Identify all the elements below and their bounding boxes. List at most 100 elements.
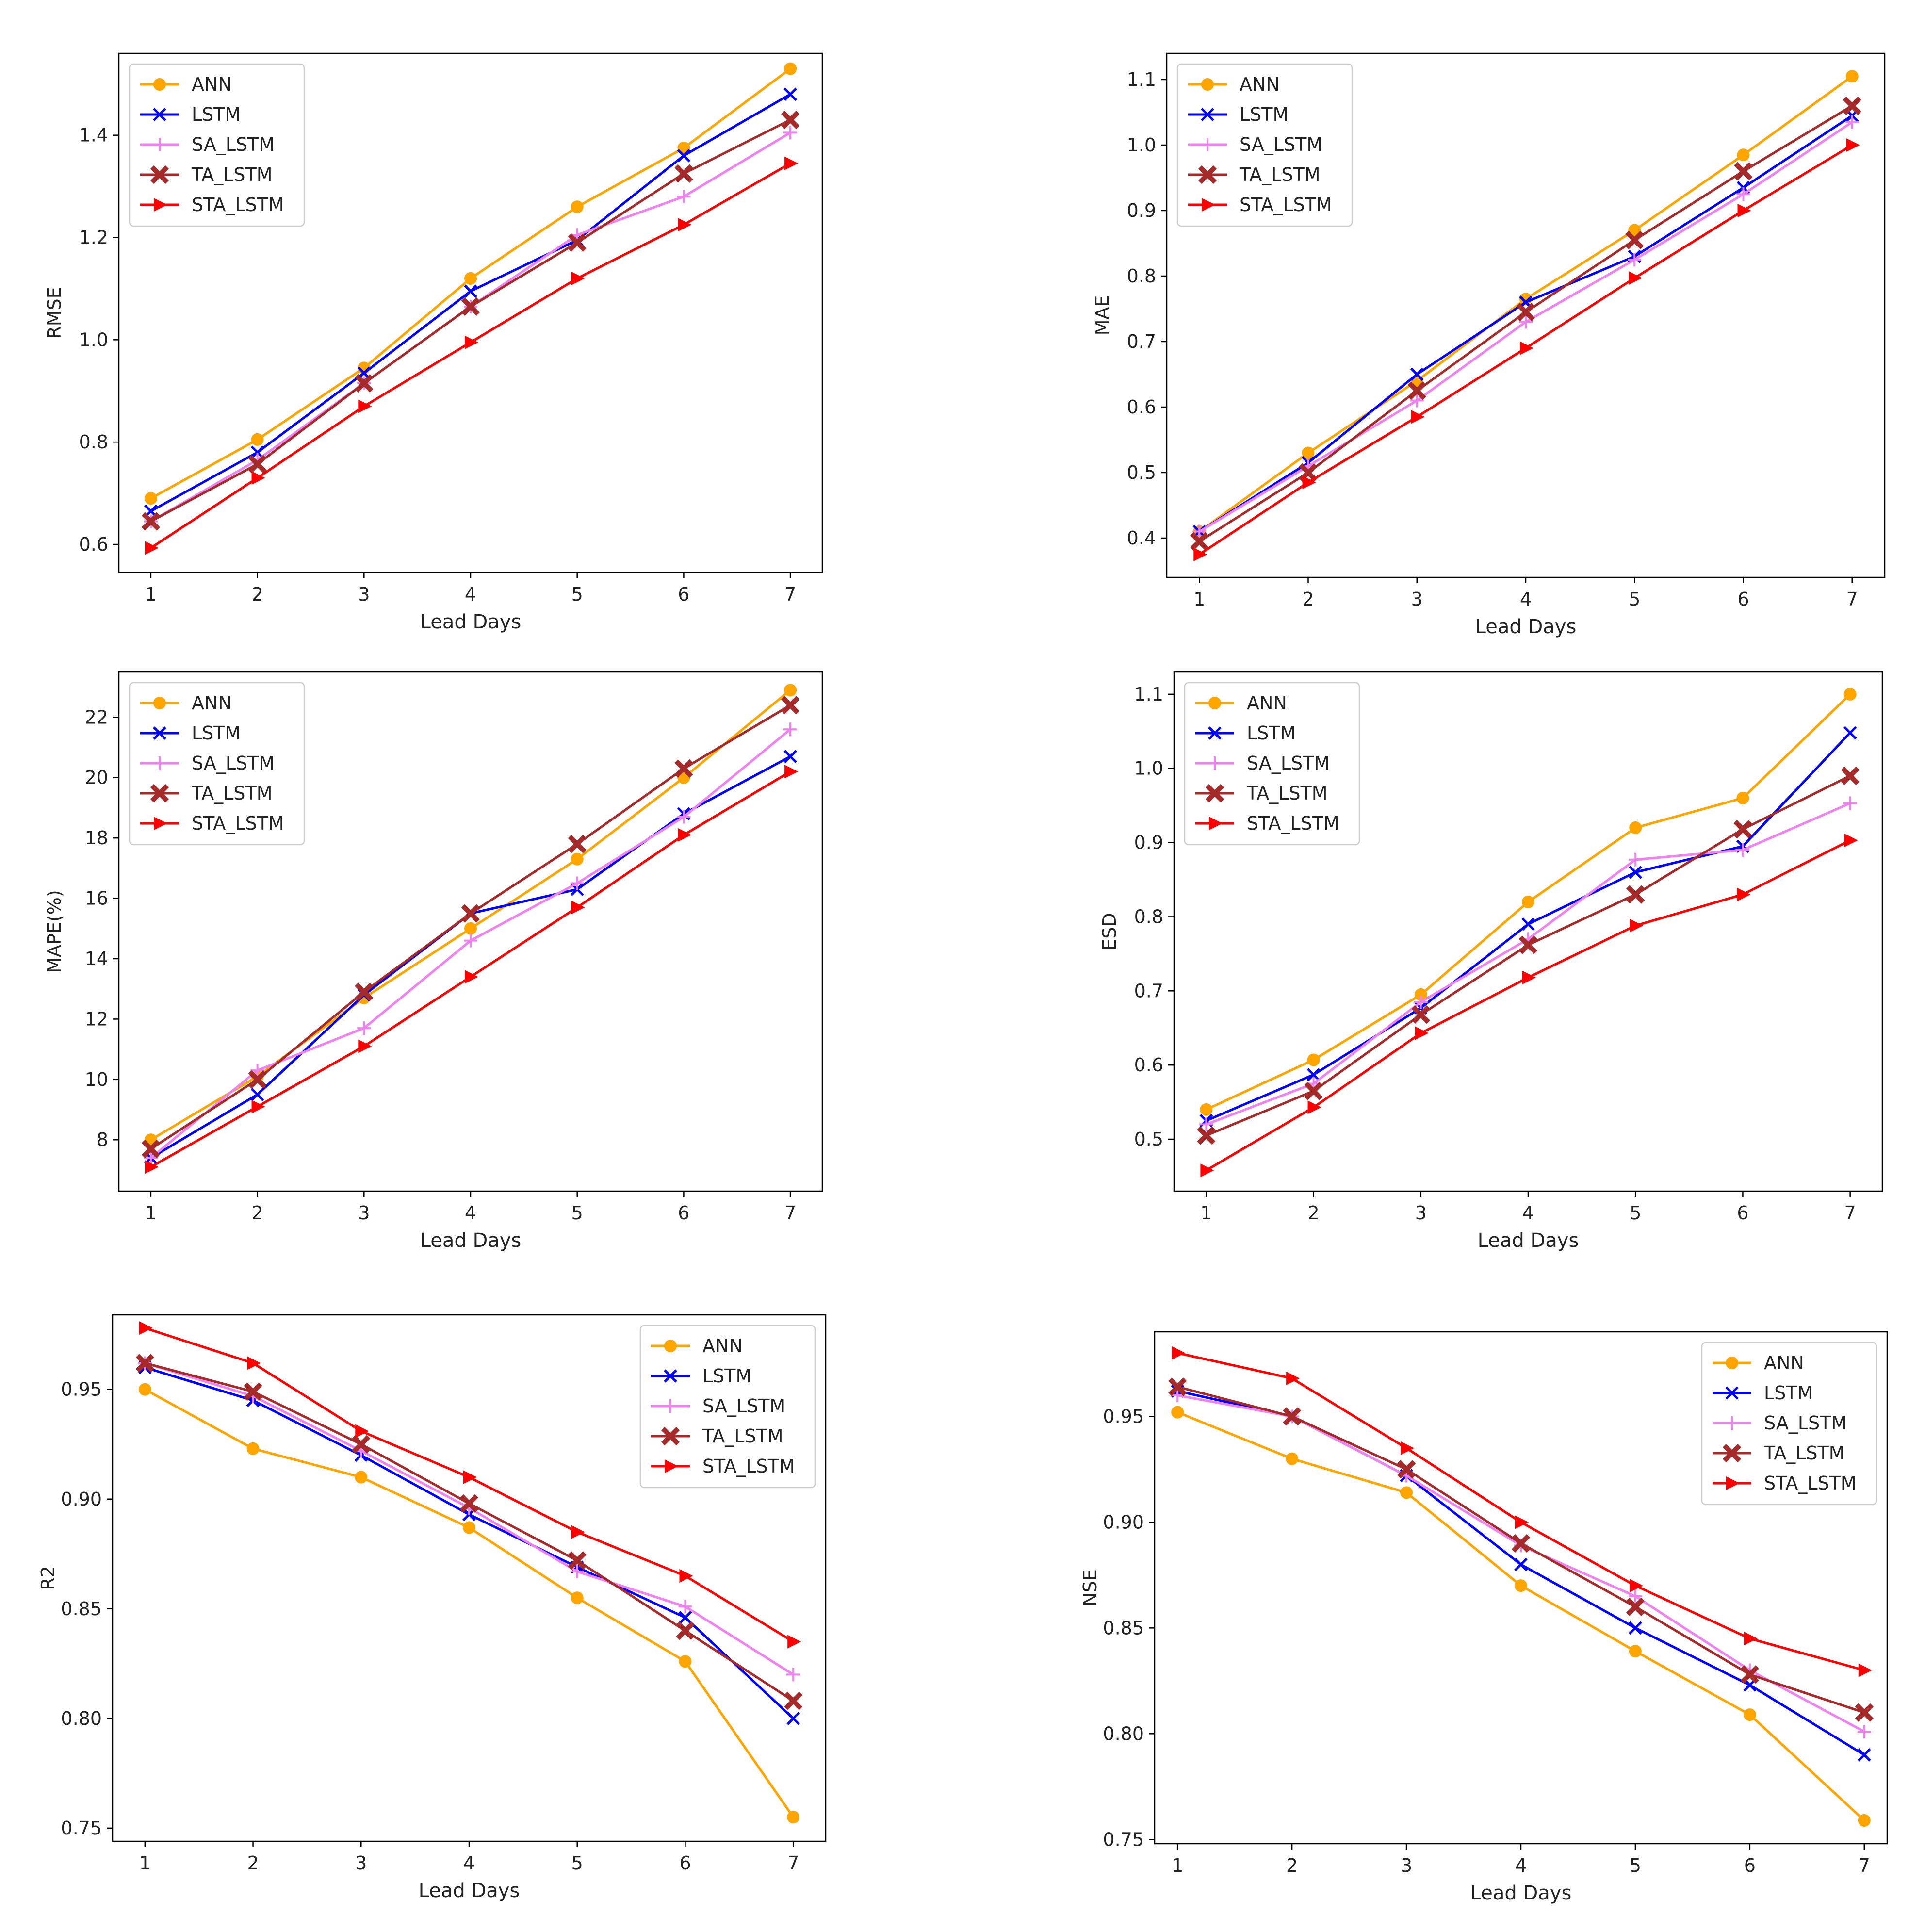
series-ta_lstm (1197, 766, 1860, 1145)
y-tick-label: 10 (85, 1069, 108, 1090)
y-tick-label: 0.90 (1103, 1511, 1144, 1533)
data-point (1736, 843, 1750, 857)
legend-item-ann: ANN (140, 74, 232, 95)
x-tick-label: 7 (1846, 589, 1858, 610)
data-point (247, 1356, 261, 1370)
data-point (783, 750, 797, 763)
data-point (783, 126, 798, 140)
x-tick-label: 2 (1286, 1855, 1298, 1876)
data-point (1519, 315, 1533, 329)
data-point (678, 828, 692, 842)
data-point (1841, 766, 1860, 786)
x-tick-label: 7 (784, 584, 796, 605)
data-point (1625, 230, 1644, 249)
series-sa_lstm (144, 722, 798, 1165)
data-point (1736, 187, 1750, 201)
legend-label: TA_LSTM (1246, 783, 1328, 804)
y-axis-label: MAE (1092, 295, 1113, 336)
legend: ANN LSTM SA_LSTM TA_LSTM STA_LSTM (639, 1325, 816, 1489)
x-tick-label: 5 (1630, 1855, 1641, 1876)
data-point (1845, 70, 1859, 83)
data-point (1199, 1117, 1213, 1131)
x-tick-label: 6 (1737, 1202, 1748, 1224)
data-point (1628, 1589, 1642, 1603)
data-point (1400, 1486, 1413, 1499)
data-point (244, 1382, 262, 1401)
y-tick-label: 0.85 (1103, 1617, 1144, 1638)
legend-item-sa_lstm: SA_LSTM (1188, 134, 1322, 155)
data-point (144, 1151, 158, 1165)
x-tick-label: 5 (571, 1202, 583, 1224)
legend-label: TA_LSTM (191, 164, 273, 185)
legend-label: SA_LSTM (1247, 753, 1330, 774)
data-point (355, 1471, 368, 1484)
data-point (674, 759, 693, 778)
y-tick-label: 18 (85, 827, 108, 849)
y-tick-label: 0.85 (61, 1598, 102, 1620)
legend-marker (664, 1340, 677, 1352)
data-point (465, 970, 478, 984)
data-point (1629, 821, 1642, 834)
legend-marker (1725, 1416, 1739, 1430)
legend-label: SA_LSTM (1240, 134, 1322, 155)
data-point (1516, 303, 1535, 322)
x-tick-label: 6 (1737, 589, 1749, 610)
legend-box (1701, 1342, 1877, 1506)
legend-label: LSTM (702, 1365, 751, 1387)
legend-label: LSTM (1764, 1382, 1813, 1404)
data-point (1411, 1005, 1430, 1024)
legend-item-ta_lstm: TA_LSTM (140, 164, 273, 185)
x-tick-label: 7 (787, 1852, 799, 1874)
chart-panel-nse: 1 2 3 4 5 6 7 0.75 0.80 0.85 0.90 0.95 Lead Days NSE A… (1079, 1331, 1888, 1904)
data-point (1193, 547, 1207, 561)
data-point (781, 110, 800, 130)
legend-item-ta_lstm: TA_LSTM (651, 1425, 783, 1447)
data-point (1514, 1557, 1528, 1572)
series-ta_lstm (141, 110, 800, 531)
data-point (571, 901, 585, 915)
data-point (787, 1635, 801, 1649)
data-point (1190, 532, 1209, 551)
legend-marker (150, 165, 169, 184)
data-point (1858, 1814, 1871, 1827)
data-point (571, 271, 585, 285)
x-axis-label: Lead Days (420, 611, 522, 633)
series-ta_lstm (141, 696, 800, 1158)
legend-marker (1725, 1386, 1739, 1400)
series-sta_lstm (1200, 833, 1858, 1178)
y-tick-label: 1.0 (1134, 758, 1163, 779)
legend-item-sta_lstm: STA_LSTM (1188, 194, 1332, 215)
data-point (1302, 446, 1315, 459)
data-point (786, 1668, 800, 1682)
legend-marker (1722, 1443, 1742, 1463)
y-tick-label: 1.0 (79, 329, 108, 350)
data-point (464, 284, 477, 298)
data-point (1626, 885, 1645, 904)
series-line (1206, 839, 1851, 1172)
data-point (1857, 1724, 1871, 1738)
series-sta_lstm (1172, 1346, 1872, 1677)
legend-label: STA_LSTM (1240, 194, 1332, 215)
legend-item-lstm: LSTM (1195, 722, 1296, 744)
legend-marker (150, 784, 169, 803)
x-axis-label: Lead Days (1470, 1882, 1572, 1904)
legend-item-sta_lstm: STA_LSTM (140, 813, 284, 834)
data-point (1521, 917, 1535, 931)
data-point (145, 541, 159, 555)
data-point (1192, 524, 1207, 539)
y-tick-label: 0.75 (1103, 1829, 1144, 1850)
x-tick-label: 3 (1411, 589, 1423, 610)
data-point (1200, 1103, 1213, 1116)
y-tick-label: 1.1 (1134, 684, 1163, 705)
x-tick-label: 3 (1415, 1202, 1427, 1224)
x-tick-label: 5 (571, 1852, 583, 1874)
y-tick-label: 1.0 (1127, 134, 1156, 156)
data-point (571, 1591, 584, 1605)
legend-item-ta_lstm: TA_LSTM (1195, 783, 1328, 804)
legend-box (129, 63, 305, 227)
legend-label: ANN (1764, 1352, 1804, 1374)
chart-panel-r2: 1 2 3 4 5 6 7 0.75 0.80 0.85 0.90 0.95 Lead Days R2 AN… (37, 1314, 827, 1902)
data-point (1283, 1407, 1302, 1426)
y-tick-label: 1.4 (79, 125, 108, 146)
y-tick-label: 0.80 (1103, 1723, 1144, 1744)
